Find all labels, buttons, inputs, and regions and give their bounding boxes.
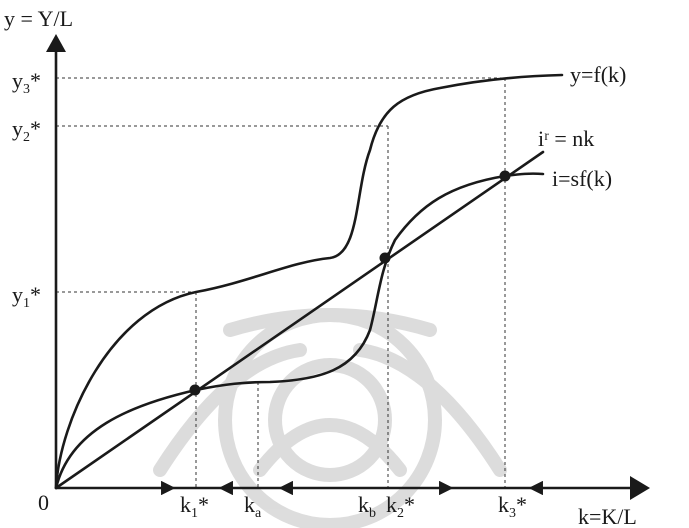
y2-star-label: y2*: [12, 116, 41, 145]
steady-state-point-3: [499, 170, 511, 182]
watermark: [153, 308, 507, 528]
ka-label: ka: [244, 492, 262, 521]
production-curve-label: y=f(k): [570, 62, 626, 87]
origin-label: 0: [38, 490, 49, 515]
steady-state-point-1: [189, 384, 201, 396]
x-axis-arrow-icon: [630, 476, 650, 500]
k1-star-label: k1*: [180, 492, 209, 521]
kb-label: kb: [358, 492, 376, 521]
production-curve: [54, 73, 564, 490]
investment-curve-label: i=sf(k): [552, 166, 612, 191]
guide-lines: [56, 77, 506, 488]
k2-star-label: k2*: [386, 492, 415, 521]
y-axis-arrow-icon: [46, 34, 66, 52]
steady-state-point-2: [379, 252, 391, 264]
y-axis-label: y = Y/L: [4, 6, 73, 31]
y3-star-label: y3*: [12, 68, 41, 97]
break-even-line: [54, 150, 545, 490]
y1-star-label: y1*: [12, 282, 41, 311]
x-axis-label: k=K/L: [578, 504, 637, 528]
break-even-line-label: iʳ = nk: [538, 126, 594, 151]
k3-star-label: k3*: [498, 492, 527, 521]
investment-curve: [54, 172, 545, 490]
